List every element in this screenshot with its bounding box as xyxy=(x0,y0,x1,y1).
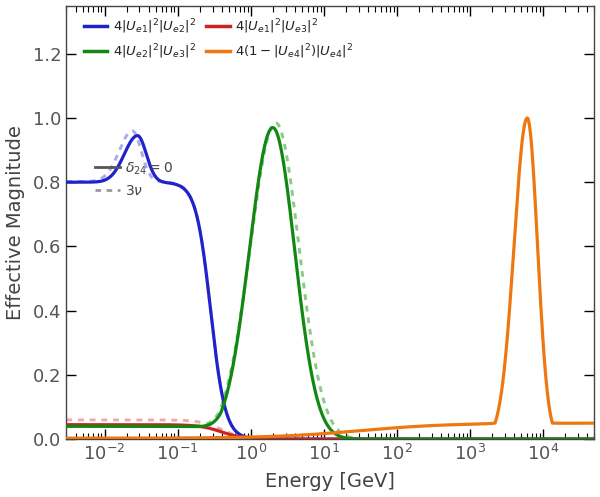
X-axis label: Energy [GeV]: Energy [GeV] xyxy=(265,473,395,492)
Legend: $\delta_{24}=0$, $3\nu$: $\delta_{24}=0$, $3\nu$ xyxy=(89,155,179,203)
Y-axis label: Effective Magnitude: Effective Magnitude xyxy=(5,125,25,320)
